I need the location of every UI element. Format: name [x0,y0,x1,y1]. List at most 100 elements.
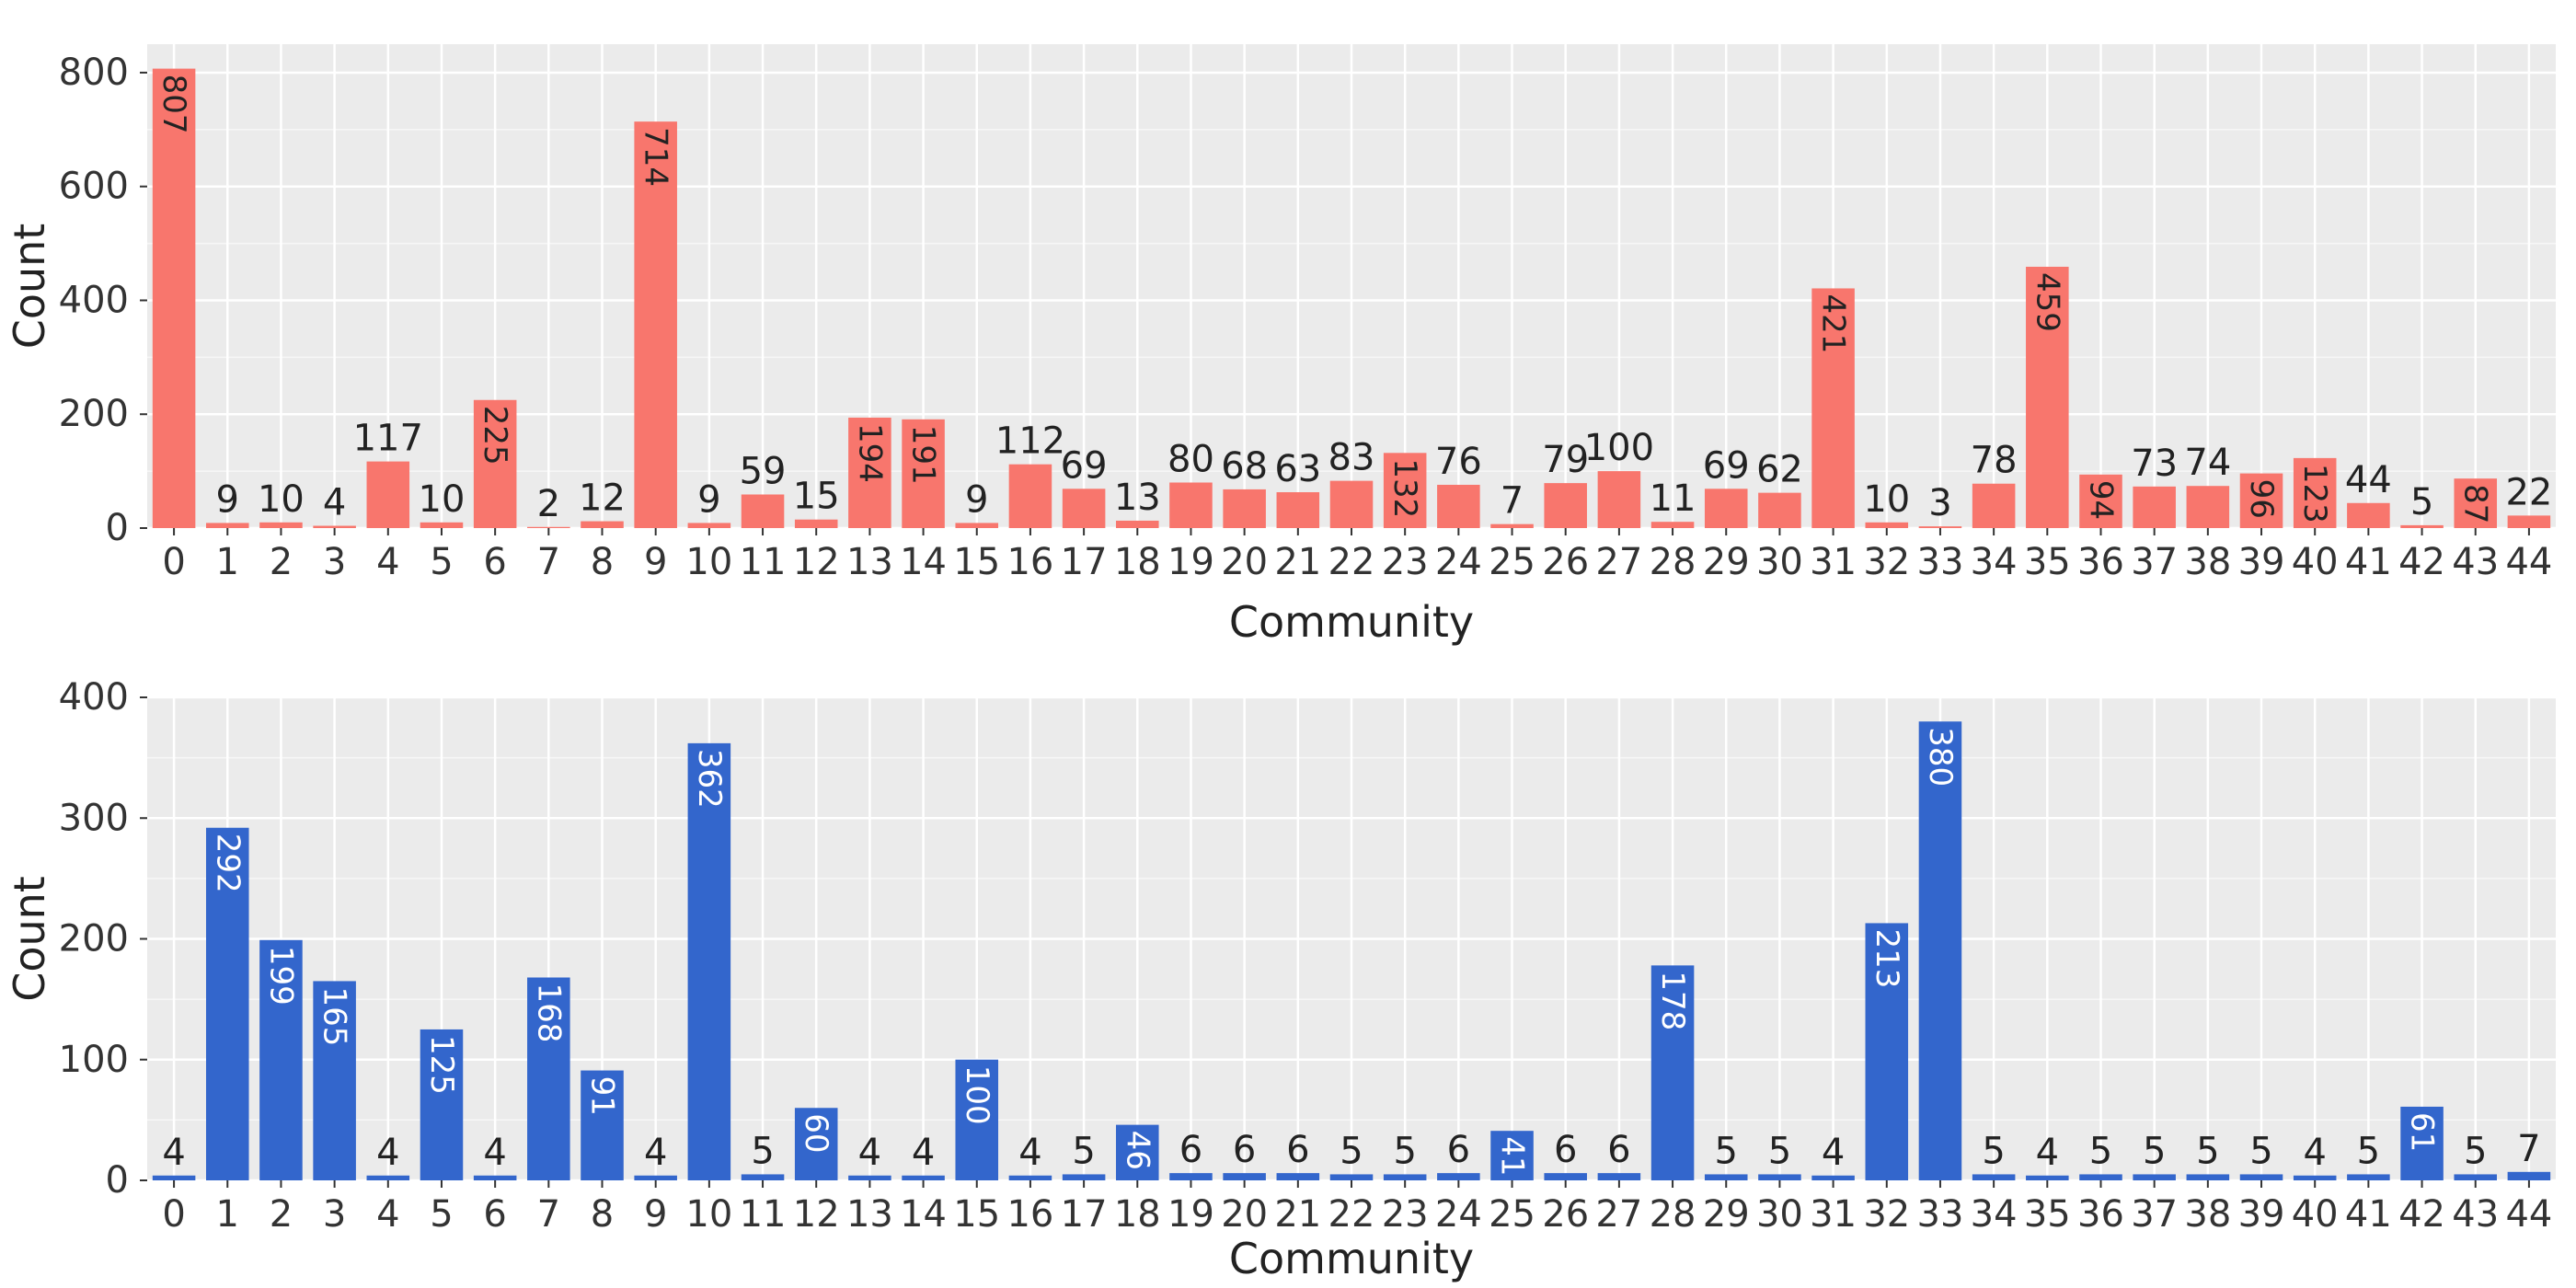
data-label: 44 [2345,459,2392,501]
bar-27 [1597,471,1641,528]
y-tick-label: 800 [59,52,129,94]
x-tick-label: 30 [1756,541,1803,583]
data-label: 41 [1494,1136,1531,1176]
bar-42 [2400,524,2444,528]
data-label: 5 [2410,481,2433,523]
bar-16 [1008,1175,1052,1180]
data-label: 5 [1072,1130,1095,1172]
x-tick-label: 22 [1328,541,1375,583]
bar-41 [2347,502,2390,528]
bar-25 [1490,523,1534,528]
data-label: 76 [1435,441,1482,483]
x-tick-label: 22 [1328,1193,1375,1236]
x-tick-label: 12 [793,1193,840,1236]
data-label: 5 [2143,1130,2166,1172]
data-label: 7 [1501,480,1524,523]
x-tick-label: 4 [376,1193,399,1236]
x-tick-label: 15 [953,541,1000,583]
x-tick-label: 23 [1382,541,1429,583]
data-label: 96 [2243,479,2280,519]
x-tick-label: 2 [270,1193,293,1236]
bar-19 [1169,1173,1213,1180]
data-label: 5 [1340,1130,1363,1172]
data-label: 5 [2196,1130,2219,1172]
y-tick-label: 200 [59,918,129,960]
x-tick-label: 38 [2184,541,2231,583]
x-tick-label: 44 [2505,541,2552,583]
x-tick-label: 17 [1061,1193,1108,1236]
x-tick-label: 11 [740,541,787,583]
x-tick-label: 21 [1274,1193,1321,1236]
data-label: 199 [262,946,299,1006]
bar-41 [2347,1174,2390,1180]
data-label: 80 [1167,438,1214,480]
data-label: 87 [2457,484,2494,523]
y-tick-label: 400 [59,279,129,321]
y-tick-label: 100 [59,1039,129,1081]
data-label: 73 [2131,443,2178,485]
x-tick-label: 26 [1542,1193,1589,1236]
bar-12 [794,1108,838,1180]
bar-23 [1383,1174,1427,1180]
x-tick-label: 13 [846,1193,893,1236]
x-axis-title: Community [1229,597,1474,647]
bar-42 [2400,1106,2444,1180]
bar-10 [687,523,731,528]
data-label: 2 [537,483,560,525]
data-label: 4 [483,1132,506,1174]
data-label: 9 [965,478,988,521]
data-label: 6 [1233,1129,1256,1171]
x-tick-label: 38 [2184,1193,2231,1236]
x-tick-label: 20 [1221,541,1268,583]
y-tick-label: 0 [106,1159,129,1202]
bar-2 [259,522,303,528]
x-tick-label: 6 [483,1193,506,1236]
bar-37 [2133,486,2176,528]
bar-21 [1276,492,1320,528]
x-tick-label: 32 [1863,541,1910,583]
data-label: 213 [1869,928,1905,988]
y-axis-title: Count [5,876,54,1002]
bar-20 [1223,1173,1266,1180]
bar-38 [2186,1174,2230,1180]
data-label: 10 [258,478,305,521]
bar-32 [1865,522,1909,528]
x-tick-label: 36 [2077,1193,2124,1236]
data-label: 6 [1286,1129,1309,1171]
data-label: 132 [1386,458,1423,518]
x-tick-label: 33 [1917,541,1964,583]
bar-44 [2507,515,2551,528]
data-label: 165 [316,986,353,1046]
data-label: 60 [798,1113,834,1153]
x-tick-label: 25 [1489,541,1535,583]
bar-31 [1811,288,1855,528]
bar-11 [741,1174,785,1180]
x-tick-label: 39 [2238,1193,2285,1236]
bar-17 [1062,489,1106,528]
bar-32 [1865,923,1909,1180]
x-tick-label: 34 [1971,1193,2018,1236]
data-label: 380 [1922,727,1959,787]
bar-11 [741,494,785,528]
x-tick-label: 0 [162,1193,185,1236]
data-label: 112 [995,420,1065,463]
bar-24 [1437,1173,1480,1180]
x-tick-label: 24 [1435,1193,1482,1236]
data-label: 459 [2029,272,2065,332]
data-label: 5 [1393,1130,1416,1172]
x-tick-label: 21 [1274,541,1321,583]
bar-21 [1276,1173,1320,1180]
bar-36 [2079,1174,2122,1180]
bar-37 [2133,1174,2176,1180]
data-label: 68 [1221,445,1268,488]
x-tick-label: 40 [2292,1193,2339,1236]
x-tick-label: 34 [1971,541,2018,583]
x-tick-label: 16 [1006,541,1053,583]
bar-39 [2239,1174,2283,1180]
data-label: 4 [162,1132,185,1174]
x-tick-label: 40 [2292,541,2339,583]
bar-8 [581,1070,624,1180]
x-tick-label: 35 [2024,541,2071,583]
bar-9 [634,1175,677,1180]
